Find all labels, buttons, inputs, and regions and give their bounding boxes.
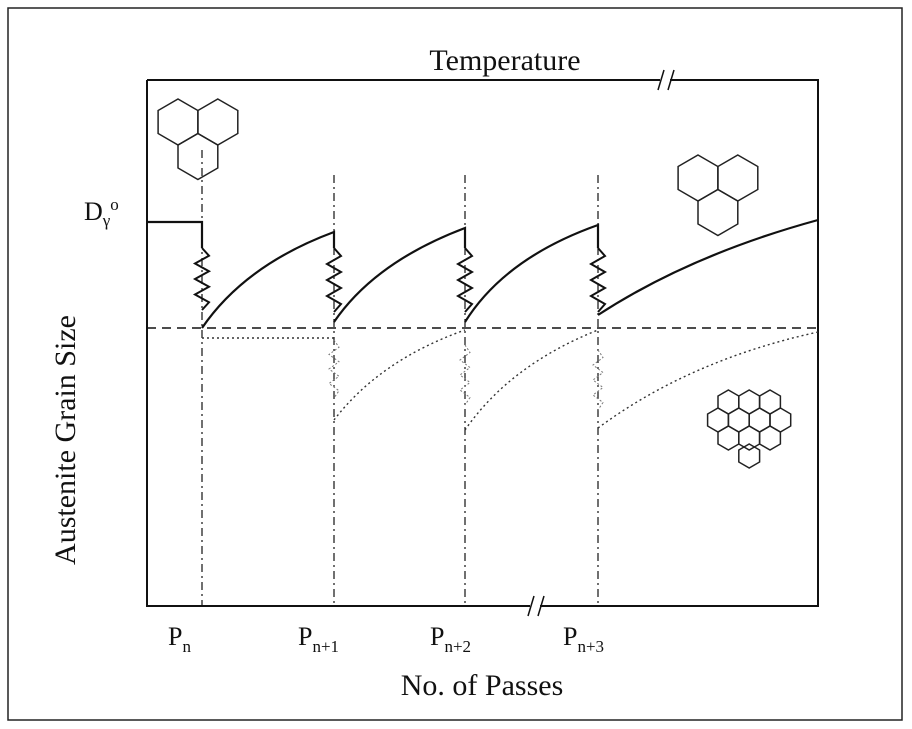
subscript: n+2 (444, 637, 471, 656)
x-axis-label: No. of Passes (401, 669, 564, 702)
pass-label: Pn+3 (563, 622, 604, 656)
spring (592, 349, 604, 411)
top-label: Temperature (429, 44, 580, 77)
grain (758, 425, 782, 451)
pass-label: Pn+1 (298, 622, 339, 656)
subscript: n+3 (577, 637, 604, 656)
pass-label: Pn (168, 622, 191, 656)
grain (677, 154, 719, 202)
symbol: P (563, 622, 577, 651)
grain (717, 154, 759, 202)
superscript: o (110, 195, 119, 214)
y-axis-label: Austenite Grain Size (49, 315, 82, 565)
pass-label: Pn+2 (430, 622, 471, 656)
grain (697, 188, 739, 237)
axis-break (527, 69, 675, 617)
grain (197, 98, 239, 146)
subscript: γ (102, 211, 111, 230)
grain (177, 132, 219, 181)
plot-box (146, 79, 819, 607)
spring (459, 344, 471, 406)
subscript: n (182, 637, 191, 656)
symbol: D (84, 197, 103, 226)
spring (324, 247, 344, 313)
grain (717, 425, 740, 451)
frame (7, 7, 903, 721)
grain (738, 443, 761, 469)
grain (738, 425, 761, 451)
grain-curve (147, 218, 819, 329)
spring (192, 247, 212, 311)
spring (588, 247, 608, 313)
initial-size: Dγo (84, 195, 119, 230)
spring (328, 339, 340, 399)
symbol: P (430, 622, 444, 651)
grain (157, 98, 199, 146)
spring (455, 247, 475, 313)
pass-lines (201, 150, 599, 606)
symbol: P (168, 622, 182, 651)
refined-curve (202, 329, 819, 431)
symbol: P (298, 622, 312, 651)
subscript: n+1 (312, 637, 339, 656)
